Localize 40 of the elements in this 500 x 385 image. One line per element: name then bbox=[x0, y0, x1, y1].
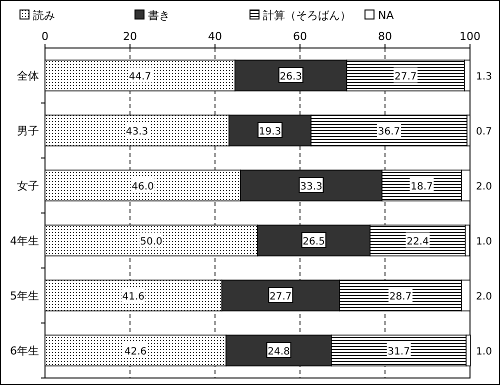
x-tick-label: 60 bbox=[293, 30, 307, 43]
x-tick-label: 40 bbox=[208, 30, 222, 43]
data-label: 0.7 bbox=[476, 126, 492, 138]
x-tick-label: 0 bbox=[42, 30, 48, 43]
data-label: 1.0 bbox=[476, 236, 492, 248]
data-label: 27.7 bbox=[394, 72, 417, 82]
data-label: 26.5 bbox=[302, 236, 325, 248]
data-label: 31.7 bbox=[388, 346, 410, 358]
data-label: 2.0 bbox=[476, 292, 492, 302]
data-label: 1.3 bbox=[476, 72, 492, 82]
data-label: 28.7 bbox=[389, 292, 412, 302]
y-tick-label: 6年生 bbox=[10, 344, 39, 358]
y-tick-label: 男子 bbox=[17, 124, 39, 138]
legend-label: 読み bbox=[33, 9, 55, 22]
data-label: 41.6 bbox=[122, 292, 145, 302]
data-label: 33.3 bbox=[300, 182, 322, 192]
data-label: 43.3 bbox=[126, 126, 148, 138]
legend-label: 書き bbox=[148, 9, 170, 22]
data-label: 44.7 bbox=[128, 72, 152, 82]
data-label: 19.3 bbox=[258, 126, 282, 138]
x-tick-label: 20 bbox=[123, 30, 137, 43]
data-label: 22.4 bbox=[406, 236, 429, 248]
data-label: 2.0 bbox=[476, 182, 492, 192]
data-label: 24.8 bbox=[268, 346, 290, 358]
y-tick-label: 4年生 bbox=[10, 234, 39, 248]
data-label: 18.7 bbox=[410, 182, 433, 192]
y-tick-label: 女子 bbox=[17, 180, 39, 192]
data-label: 36.7 bbox=[378, 126, 400, 138]
y-tick-label: 全体 bbox=[17, 70, 39, 82]
x-tick-label: 100 bbox=[460, 30, 480, 43]
data-label: 26.3 bbox=[280, 72, 302, 82]
data-label: 46.0 bbox=[132, 182, 154, 192]
x-tick-label: 80 bbox=[378, 30, 392, 43]
legend-label: NA bbox=[378, 9, 394, 22]
data-label: 1.0 bbox=[476, 346, 492, 358]
data-label: 27.7 bbox=[270, 292, 292, 302]
data-label: 42.6 bbox=[124, 346, 147, 358]
data-label: 50.0 bbox=[140, 236, 162, 248]
legend-label: 計算（そろばん） bbox=[263, 9, 351, 22]
y-tick-label: 5年生 bbox=[10, 290, 39, 302]
